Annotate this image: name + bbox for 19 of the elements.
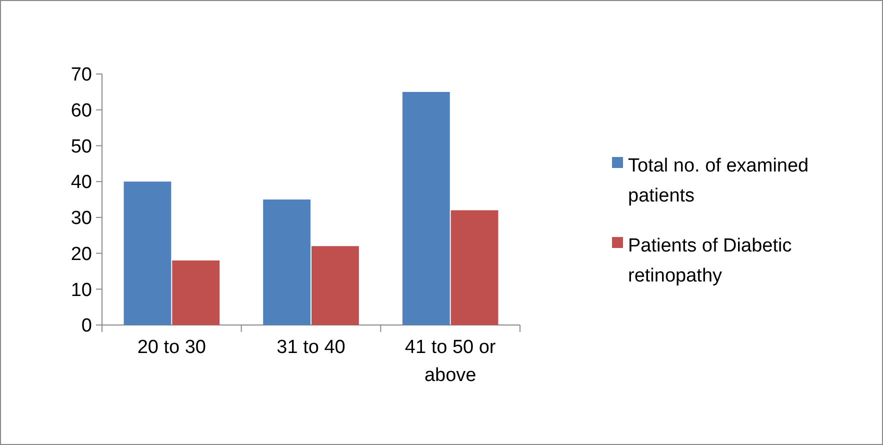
- y-tick-label: 40: [70, 172, 92, 194]
- x-tick-label: 31 to 40: [276, 337, 346, 358]
- x-tick-label: 41 to 50 or above: [404, 337, 496, 386]
- bar: [172, 260, 220, 325]
- y-tick-label: 60: [70, 100, 92, 122]
- legend-label: Total no. of examined patients: [628, 156, 809, 207]
- y-tick-label: 30: [70, 208, 92, 230]
- bar: [124, 182, 172, 325]
- y-tick-label: 10: [70, 280, 92, 301]
- y-tick-label: 0: [81, 316, 92, 337]
- legend-label: Patients of Diabetic retinopathy: [628, 236, 792, 287]
- bar: [450, 210, 498, 325]
- x-tick-label: 20 to 30: [137, 337, 206, 358]
- y-tick-label: 70: [70, 64, 92, 86]
- y-tick-label: 50: [70, 136, 92, 158]
- bar: [402, 92, 450, 325]
- y-tick-label: 20: [70, 244, 92, 265]
- bar: [311, 246, 359, 325]
- bar: [263, 200, 311, 325]
